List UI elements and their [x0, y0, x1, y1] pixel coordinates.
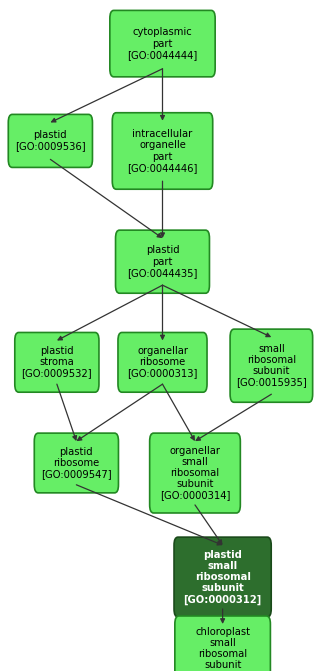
- Text: cytoplasmic
part
[GO:0044444]: cytoplasmic part [GO:0044444]: [127, 28, 198, 60]
- Text: plastid
small
ribosomal
subunit
[GO:0000312]: plastid small ribosomal subunit [GO:0000…: [184, 550, 262, 605]
- FancyBboxPatch shape: [15, 333, 99, 392]
- FancyBboxPatch shape: [150, 433, 240, 513]
- Text: organellar
ribosome
[GO:0000313]: organellar ribosome [GO:0000313]: [127, 346, 198, 378]
- FancyBboxPatch shape: [8, 114, 93, 167]
- FancyBboxPatch shape: [116, 230, 210, 293]
- Text: plastid
stroma
[GO:0009532]: plastid stroma [GO:0009532]: [21, 346, 92, 378]
- Text: plastid
[GO:0009536]: plastid [GO:0009536]: [15, 130, 86, 152]
- FancyBboxPatch shape: [112, 113, 213, 189]
- Text: organellar
small
ribosomal
subunit
[GO:0000314]: organellar small ribosomal subunit [GO:0…: [160, 446, 230, 501]
- FancyBboxPatch shape: [230, 329, 313, 402]
- FancyBboxPatch shape: [118, 333, 207, 392]
- FancyBboxPatch shape: [174, 537, 271, 617]
- FancyBboxPatch shape: [110, 10, 215, 76]
- FancyBboxPatch shape: [175, 616, 270, 671]
- FancyBboxPatch shape: [34, 433, 118, 493]
- Text: plastid
ribosome
[GO:0009547]: plastid ribosome [GO:0009547]: [41, 447, 112, 479]
- Text: small
ribosomal
subunit
[GO:0015935]: small ribosomal subunit [GO:0015935]: [236, 344, 307, 387]
- Text: intracellular
organelle
part
[GO:0044446]: intracellular organelle part [GO:0044446…: [127, 130, 198, 172]
- Text: chloroplast
small
ribosomal
subunit
[GO:0022829]: chloroplast small ribosomal subunit [GO:…: [187, 627, 258, 671]
- Text: plastid
part
[GO:0044435]: plastid part [GO:0044435]: [127, 246, 198, 278]
